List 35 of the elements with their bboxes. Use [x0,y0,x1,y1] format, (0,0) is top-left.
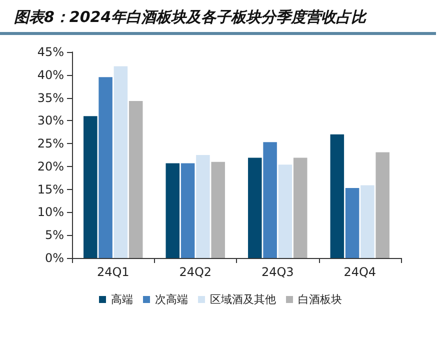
y-tick-label: 20% [37,159,64,174]
y-tick-label: 35% [37,90,64,105]
bar [330,134,344,258]
legend-label: 区域酒及其他 [210,293,276,306]
bar [180,163,195,258]
bar [98,77,112,258]
y-tick-label: 5% [44,228,64,242]
y-tick-label: 45% [37,45,64,59]
x-tick-label: 24Q3 [261,265,294,279]
y-tick-label: 30% [37,114,64,128]
bar [293,158,308,258]
bar [84,116,98,258]
y-tick-label: 15% [37,182,64,196]
y-tick-label: 10% [37,205,64,220]
chart-title: 图表8：2024年白酒板块及各子板块分季度营收占比 [14,8,366,27]
bar [248,158,262,258]
legend-label: 白酒板块 [298,293,342,306]
bar [211,162,225,258]
y-tick-label: 40% [37,68,64,82]
bar [345,188,360,258]
x-tick-label: 24Q2 [179,265,212,279]
bar [360,185,374,258]
x-tick-label: 24Q4 [344,265,376,279]
bar [263,142,277,258]
legend-label: 高端 [111,293,133,306]
bar [376,152,390,258]
legend-label: 次高端 [155,293,188,306]
bar [196,155,210,258]
y-tick-label: 0% [44,251,64,265]
x-tick-label: 24Q1 [96,265,130,279]
bar [114,66,128,258]
y-tick-label: 25% [37,136,64,151]
bar [166,163,180,258]
bar [128,100,143,258]
bar [278,164,292,258]
